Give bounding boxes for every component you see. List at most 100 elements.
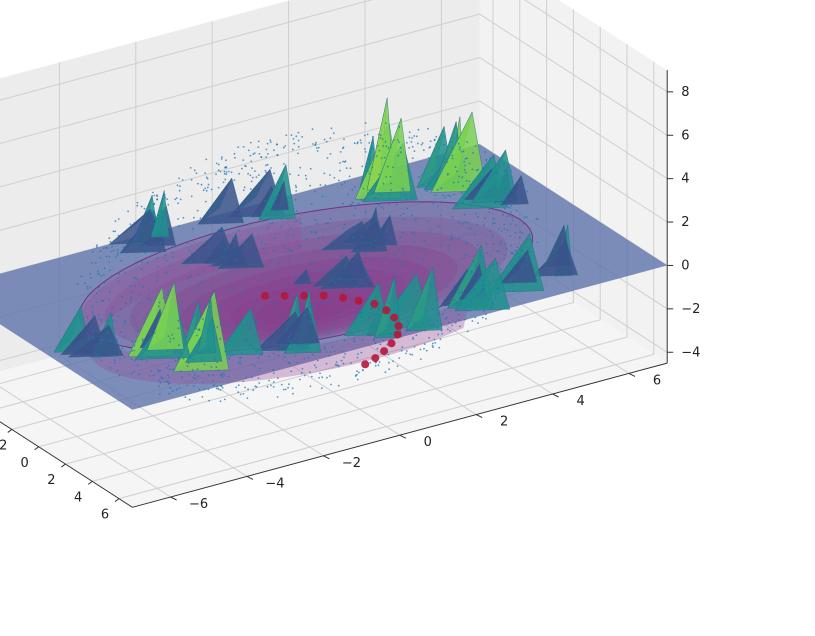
scatter-point <box>198 388 201 391</box>
scatter-point <box>412 338 415 340</box>
scatter-point <box>296 361 299 364</box>
scatter-point <box>498 227 501 230</box>
scatter-point <box>187 350 190 352</box>
scatter-point <box>350 362 352 364</box>
scatter-point <box>300 372 303 375</box>
scatter-point <box>136 326 139 329</box>
scatter-point <box>375 155 378 157</box>
scatter-point <box>266 385 269 388</box>
scatter-point <box>352 250 354 253</box>
scatter-point <box>489 264 492 267</box>
scatter-point <box>463 213 466 216</box>
grid-line-x <box>118 61 655 500</box>
scatter-point <box>496 262 499 265</box>
y-tick-mark <box>552 393 559 398</box>
scatter-point <box>167 383 170 385</box>
scatter-point <box>446 285 448 288</box>
scatter-point <box>99 342 102 345</box>
grid-line-z <box>0 56 668 188</box>
scatter-point <box>437 155 439 158</box>
scatter-point <box>353 204 356 207</box>
scatter-point <box>231 236 234 239</box>
peak-face <box>180 226 237 265</box>
path-point <box>371 354 380 363</box>
scatter-point <box>353 142 356 145</box>
scatter-point <box>361 315 364 318</box>
scatter-point <box>119 308 122 310</box>
scatter-point <box>477 243 479 246</box>
scatter-point <box>452 181 455 184</box>
scatter-point <box>400 263 403 266</box>
scatter-point <box>222 181 225 184</box>
scatter-point <box>309 184 311 187</box>
scatter-point <box>260 156 263 159</box>
scatter-point <box>97 353 99 356</box>
scatter-point <box>344 181 346 184</box>
scatter-point <box>94 262 97 264</box>
scatter-point <box>296 312 299 315</box>
scatter-point <box>368 173 371 175</box>
scatter-point <box>253 152 256 155</box>
scatter-point <box>164 271 167 274</box>
scatter-point <box>303 314 306 317</box>
scatter-point <box>148 289 151 291</box>
scatter-point <box>113 361 116 364</box>
scatter-point <box>440 187 443 190</box>
scatter-point <box>288 361 290 363</box>
scatter-point <box>228 325 231 327</box>
scatter-point <box>184 396 187 398</box>
scatter-point <box>332 132 335 135</box>
scatter-point <box>250 188 252 191</box>
scatter-point <box>341 255 344 257</box>
scatter-point <box>301 367 304 370</box>
scatter-point <box>338 277 341 279</box>
scatter-point <box>219 374 222 377</box>
scatter-point <box>355 286 357 288</box>
scatter-point <box>134 238 137 241</box>
scatter-point <box>462 184 465 187</box>
scatter-point <box>109 339 111 342</box>
scatter-point <box>329 153 332 155</box>
scatter-point <box>219 338 222 340</box>
scatter-point <box>299 166 302 169</box>
scatter-point <box>299 325 302 327</box>
scatter-point <box>491 235 494 238</box>
scatter-point <box>297 245 300 248</box>
scatter-point <box>133 349 136 352</box>
scatter-point <box>387 353 390 356</box>
scatter-point <box>328 355 331 357</box>
scatter-point <box>489 157 492 160</box>
scatter-point <box>227 170 230 173</box>
scatter-point <box>469 204 472 206</box>
scatter-point <box>234 156 236 159</box>
scatter-point <box>329 174 331 176</box>
scatter-point <box>239 360 242 363</box>
scatter-point <box>168 364 170 367</box>
scatter-point <box>389 175 392 178</box>
scatter-point <box>393 307 395 310</box>
scatter-point <box>133 359 136 362</box>
scatter-point <box>316 223 319 225</box>
scatter-layer <box>76 122 539 403</box>
peak-face <box>430 111 487 193</box>
scatter-point <box>236 209 239 212</box>
peak-face <box>217 233 265 270</box>
scatter-point <box>262 247 265 250</box>
scatter-point <box>386 230 388 233</box>
scatter-point <box>380 134 382 137</box>
scatter-point <box>484 313 487 316</box>
scatter-point <box>471 168 474 171</box>
scatter-point <box>508 183 511 186</box>
scatter-point <box>295 190 298 192</box>
scatter-point <box>411 145 414 148</box>
scatter-point <box>124 320 127 322</box>
scatter-point <box>249 154 252 157</box>
scatter-point <box>200 359 203 361</box>
scatter-point <box>510 211 512 214</box>
scatter-point <box>349 167 352 170</box>
scatter-point <box>448 306 451 308</box>
scatter-point <box>359 281 361 284</box>
scatter-point <box>197 375 200 378</box>
scatter-point <box>421 142 424 144</box>
scatter-point <box>382 303 385 306</box>
